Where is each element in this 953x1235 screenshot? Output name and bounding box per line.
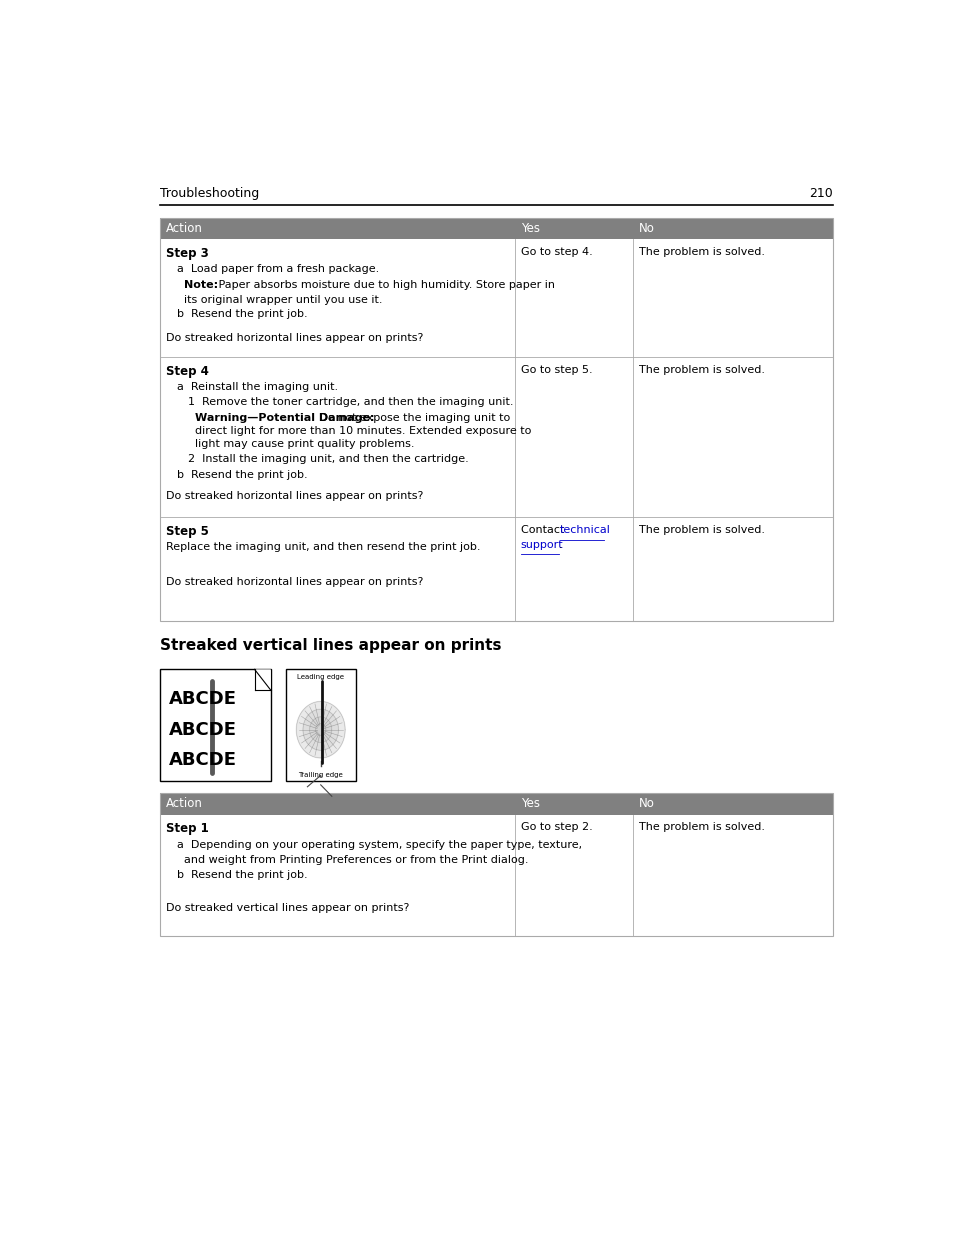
Text: The problem is solved.: The problem is solved.	[639, 525, 764, 535]
Text: The problem is solved.: The problem is solved.	[639, 823, 764, 832]
Polygon shape	[310, 716, 332, 742]
Text: 210: 210	[808, 188, 832, 200]
Text: Troubleshooting: Troubleshooting	[160, 188, 259, 200]
Polygon shape	[303, 709, 338, 750]
Text: Do streaked vertical lines appear on prints?: Do streaked vertical lines appear on pri…	[166, 903, 409, 913]
Text: a  Load paper from a fresh package.: a Load paper from a fresh package.	[176, 264, 378, 274]
Text: .: .	[558, 540, 562, 550]
Text: Yes: Yes	[520, 222, 539, 235]
Text: Action: Action	[166, 222, 202, 235]
Text: No: No	[639, 222, 654, 235]
Text: support: support	[520, 540, 563, 550]
Text: b  Resend the print job.: b Resend the print job.	[176, 869, 307, 881]
Text: Step 5: Step 5	[166, 525, 209, 537]
Text: Go to step 4.: Go to step 4.	[520, 247, 592, 257]
Polygon shape	[315, 724, 326, 736]
Text: its original wrapper until you use it.: its original wrapper until you use it.	[184, 295, 382, 305]
Text: Trailing edge: Trailing edge	[298, 772, 343, 778]
Text: No: No	[639, 798, 654, 810]
Text: Step 4: Step 4	[166, 366, 209, 378]
Text: Warning—Potential Damage:: Warning—Potential Damage:	[195, 412, 375, 422]
Text: Do streaked horizontal lines appear on prints?: Do streaked horizontal lines appear on p…	[166, 492, 423, 501]
Text: Do streaked horizontal lines appear on prints?: Do streaked horizontal lines appear on p…	[166, 577, 423, 587]
Text: Action: Action	[166, 798, 202, 810]
Bar	[160, 793, 832, 936]
Text: Yes: Yes	[520, 798, 539, 810]
Text: Do streaked horizontal lines appear on prints?: Do streaked horizontal lines appear on p…	[166, 332, 423, 342]
Text: and weight from Printing Preferences or from the Print dialog.: and weight from Printing Preferences or …	[184, 855, 528, 864]
Text: Leading edge: Leading edge	[297, 674, 344, 680]
Text: Step 3: Step 3	[166, 247, 209, 261]
Text: ABCDE: ABCDE	[169, 690, 236, 708]
Text: Paper absorbs moisture due to high humidity. Store paper in: Paper absorbs moisture due to high humid…	[215, 280, 555, 290]
Text: ABCDE: ABCDE	[169, 751, 236, 769]
Text: 1  Remove the toner cartridge, and then the imaging unit.: 1 Remove the toner cartridge, and then t…	[188, 398, 513, 408]
Text: Go to step 5.: Go to step 5.	[520, 366, 592, 375]
Text: light may cause print quality problems.: light may cause print quality problems.	[195, 440, 415, 450]
Text: The problem is solved.: The problem is solved.	[639, 247, 764, 257]
Text: Do not expose the imaging unit to: Do not expose the imaging unit to	[315, 412, 510, 422]
Text: Go to step 2.: Go to step 2.	[520, 823, 592, 832]
Text: Streaked vertical lines appear on prints: Streaked vertical lines appear on prints	[160, 638, 501, 653]
Bar	[160, 217, 832, 621]
Text: 2  Install the imaging unit, and then the cartridge.: 2 Install the imaging unit, and then the…	[188, 454, 468, 464]
Text: Replace the imaging unit, and then resend the print job.: Replace the imaging unit, and then resen…	[166, 542, 479, 552]
Text: Note:: Note:	[184, 280, 218, 290]
Polygon shape	[296, 701, 345, 758]
Text: a  Depending on your operating system, specify the paper type, texture,: a Depending on your operating system, sp…	[176, 840, 581, 850]
Text: direct light for more than 10 minutes. Extended exposure to: direct light for more than 10 minutes. E…	[195, 426, 531, 436]
Text: Step 1: Step 1	[166, 823, 209, 835]
Bar	[160, 217, 832, 240]
Bar	[160, 793, 832, 815]
Bar	[160, 669, 271, 781]
Text: b  Resend the print job.: b Resend the print job.	[176, 469, 307, 479]
Bar	[285, 669, 355, 781]
Polygon shape	[254, 669, 271, 690]
Text: a  Reinstall the imaging unit.: a Reinstall the imaging unit.	[176, 382, 337, 393]
Text: ABCDE: ABCDE	[169, 721, 236, 739]
Text: Contact: Contact	[520, 525, 567, 535]
Text: b  Resend the print job.: b Resend the print job.	[176, 309, 307, 319]
Text: The problem is solved.: The problem is solved.	[639, 366, 764, 375]
Text: technical: technical	[559, 525, 610, 535]
